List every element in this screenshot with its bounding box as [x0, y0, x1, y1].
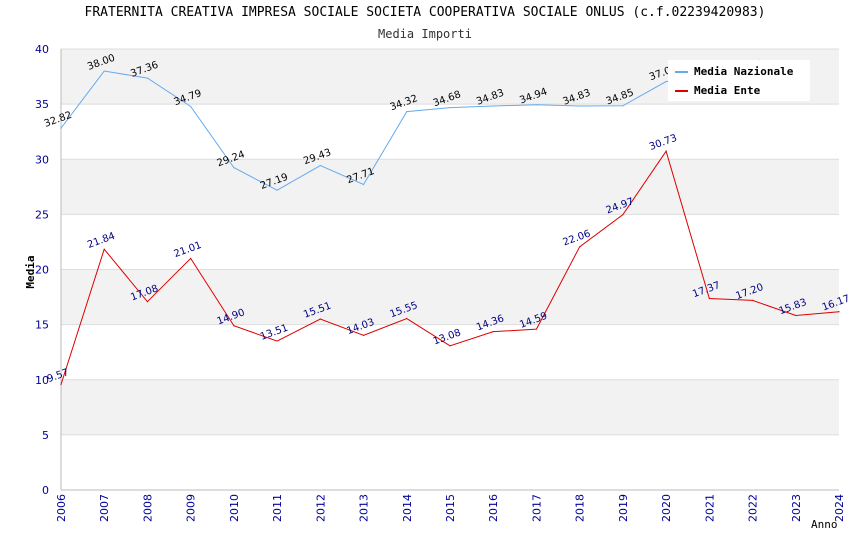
x-tick-label: 2008 — [141, 494, 154, 522]
data-point-nazionale — [60, 127, 62, 129]
legend-label-ente: Media Ente — [694, 84, 761, 97]
data-point-nazionale — [492, 105, 494, 107]
data-point-nazionale — [319, 164, 321, 167]
series-line-media-nazionale — [60, 70, 753, 191]
data-point-ente — [751, 299, 754, 301]
data-point-ente — [233, 325, 235, 327]
data-point-nazionale — [362, 183, 365, 186]
y-tick-label: 40 — [35, 43, 49, 56]
x-tick-label: 2012 — [314, 494, 327, 522]
grid-band — [61, 434, 839, 490]
legend-box — [668, 60, 810, 101]
x-axis-label: Anno — [811, 518, 838, 531]
data-point-nazionale — [276, 189, 278, 191]
y-tick-label: 25 — [35, 208, 49, 221]
x-tick-label: 2022 — [747, 494, 760, 522]
x-tick-label: 2011 — [271, 494, 284, 522]
data-point-ente — [665, 150, 667, 152]
grid-band — [61, 159, 839, 215]
data-point-nazionale — [622, 105, 624, 107]
data-point-ente — [362, 334, 365, 336]
x-tick-label: 2013 — [358, 494, 371, 522]
data-point-ente — [449, 345, 451, 347]
x-tick-label: 2016 — [487, 494, 500, 522]
legend-label-nazionale: Media Nazionale — [694, 65, 794, 78]
x-tick-label: 2017 — [530, 494, 543, 522]
y-axis-ticks: 0 5 10 15 20 25 30 35 40 — [35, 43, 49, 497]
x-tick-label: 2023 — [790, 494, 803, 522]
chart-subtitle: Media Importi — [378, 27, 472, 41]
y-tick-label: 35 — [35, 98, 49, 111]
data-point-ente — [492, 331, 494, 333]
x-tick-label: 2007 — [98, 494, 111, 522]
data-point-nazionale — [103, 70, 105, 72]
grid-band — [61, 214, 839, 270]
data-point-ente — [579, 246, 581, 248]
data-point-nazionale — [535, 104, 538, 106]
x-tick-label: 2021 — [703, 494, 716, 522]
grid-band — [61, 324, 839, 380]
y-tick-label: 5 — [42, 429, 49, 442]
grid-band — [61, 104, 839, 160]
series-lines — [60, 70, 840, 386]
data-point-nazionale — [146, 77, 149, 79]
data-point-ente — [103, 248, 105, 250]
x-tick-label: 2009 — [185, 494, 198, 522]
data-point-ente — [146, 301, 149, 303]
x-axis-ticks: 2006 2007 2008 2009 2010 2011 2012 2013 2014 2015… — [55, 494, 846, 522]
data-point-ente — [319, 318, 321, 320]
data-point-ente — [276, 340, 278, 342]
x-tick-label: 2020 — [660, 494, 673, 522]
legend: Media Nazionale Media Ente — [668, 60, 810, 101]
x-tick-label: 2015 — [444, 494, 457, 522]
gridlines — [60, 48, 839, 491]
data-point-ente — [535, 328, 538, 330]
y-tick-label: 0 — [42, 484, 49, 497]
x-tick-label: 2006 — [55, 494, 68, 522]
y-axis-label: Media — [24, 255, 37, 288]
grid-band — [61, 379, 839, 435]
x-tick-label: 2010 — [228, 494, 241, 522]
data-point-nazionale — [579, 105, 581, 107]
y-tick-label: 20 — [35, 264, 49, 277]
data-point-nazionale — [665, 80, 667, 83]
y-tick-label: 10 — [35, 374, 49, 387]
data-point-nazionale — [449, 107, 451, 109]
data-point-nazionale — [233, 167, 235, 169]
data-point-ente — [622, 214, 624, 216]
data-point-nazionale — [190, 105, 192, 108]
data-point-ente — [708, 297, 710, 300]
data-point-ente — [60, 383, 62, 386]
data-point-ente — [795, 314, 797, 317]
data-point-nazionale — [406, 111, 408, 113]
plot-background — [61, 49, 839, 490]
y-tick-label: 30 — [35, 153, 49, 166]
x-tick-label: 2024 — [833, 494, 846, 522]
x-tick-label: 2014 — [401, 494, 414, 522]
y-tick-label: 15 — [35, 319, 49, 332]
grid-band — [61, 269, 839, 325]
data-point-ente — [190, 257, 192, 259]
x-tick-label: 2018 — [574, 494, 587, 522]
x-tick-label: 2019 — [617, 494, 630, 522]
data-point-ente — [406, 317, 408, 320]
chart-title: FRATERNITA CREATIVA IMPRESA SOCIALE SOCI… — [84, 5, 766, 20]
data-point-ente — [838, 311, 840, 313]
